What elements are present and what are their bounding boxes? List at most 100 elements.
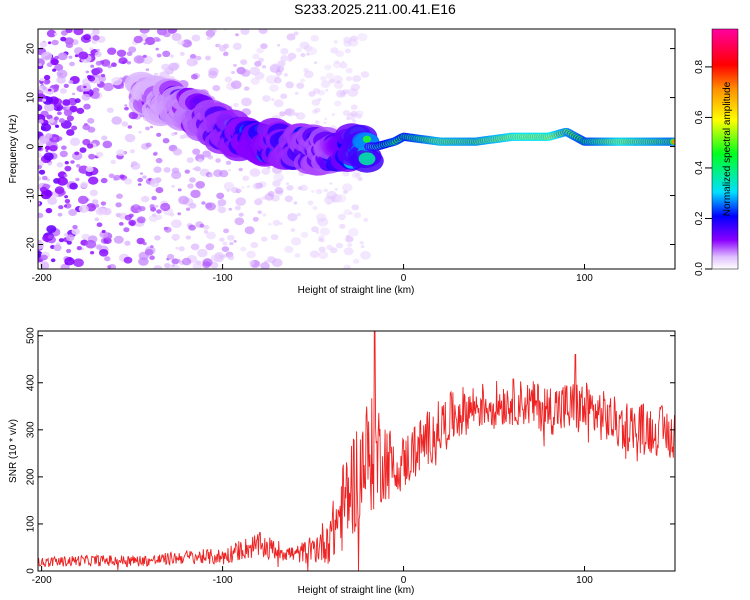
noise-blob bbox=[353, 258, 360, 264]
noise-blob bbox=[42, 98, 47, 102]
noise-blob bbox=[46, 225, 57, 234]
noise-blob bbox=[211, 29, 217, 33]
noise-blob bbox=[100, 177, 108, 184]
noise-blob bbox=[44, 79, 51, 84]
noise-blob bbox=[138, 131, 142, 134]
noise-blob bbox=[65, 29, 73, 34]
noise-blob bbox=[215, 158, 221, 163]
noise-blob bbox=[238, 167, 243, 172]
noise-blob bbox=[113, 235, 124, 244]
noise-blob bbox=[328, 78, 335, 84]
noise-blob bbox=[208, 173, 214, 178]
noise-blob bbox=[308, 91, 316, 97]
noise-blob bbox=[168, 62, 179, 71]
noise-blob bbox=[197, 158, 203, 163]
noise-blob bbox=[95, 207, 106, 216]
noise-blob bbox=[203, 224, 210, 230]
noise-blob bbox=[106, 107, 114, 113]
noise-blob bbox=[41, 175, 48, 181]
noise-blob bbox=[326, 202, 331, 206]
snr-ytick-label: 0 bbox=[26, 568, 37, 574]
spectrogram-ytick-label: -20 bbox=[26, 237, 37, 252]
noise-blob bbox=[53, 84, 60, 89]
noise-blob bbox=[310, 189, 315, 193]
noise-blob bbox=[38, 201, 41, 205]
snr-xlabel: Height of straight line (km) bbox=[298, 585, 415, 596]
spectrogram-ytick-label: 20 bbox=[26, 43, 37, 55]
noise-blob bbox=[287, 213, 298, 222]
noise-blob bbox=[153, 151, 158, 156]
noise-blob bbox=[169, 212, 175, 217]
noise-blob bbox=[260, 262, 270, 269]
noise-blob bbox=[190, 243, 200, 251]
noise-blob bbox=[219, 237, 225, 242]
noise-blob bbox=[81, 233, 91, 241]
noise-blob bbox=[144, 248, 154, 256]
noise-blob bbox=[111, 62, 117, 67]
noise-blob bbox=[345, 234, 350, 238]
noise-blob bbox=[111, 76, 123, 86]
noise-blob bbox=[343, 36, 352, 44]
noise-blob bbox=[81, 93, 91, 101]
noise-blob bbox=[76, 107, 85, 114]
noise-blob bbox=[280, 48, 289, 55]
noise-blob bbox=[248, 260, 255, 266]
noise-blob bbox=[57, 111, 62, 116]
noise-blob bbox=[360, 71, 370, 78]
noise-blob bbox=[273, 99, 284, 108]
noise-blob bbox=[47, 162, 52, 166]
noise-blob bbox=[345, 76, 353, 82]
noise-blob bbox=[145, 126, 150, 131]
noise-blob bbox=[83, 34, 91, 41]
noise-blob bbox=[63, 174, 68, 178]
noise-blob bbox=[57, 212, 63, 217]
colorbar: 0.0 0.2 0.4 0.6 0.8 Normalized spectral ampl… bbox=[694, 28, 739, 276]
noise-blob bbox=[343, 264, 351, 269]
noise-blob bbox=[278, 178, 283, 182]
noise-blob bbox=[162, 138, 170, 144]
noise-blob bbox=[149, 125, 154, 129]
noise-blob bbox=[70, 160, 75, 164]
noise-blob bbox=[59, 150, 68, 158]
noise-blob bbox=[63, 204, 68, 208]
noise-blob bbox=[46, 29, 57, 38]
noise-blob bbox=[94, 203, 100, 208]
noise-blob bbox=[250, 242, 259, 249]
noise-blob bbox=[284, 245, 294, 254]
noise-blob bbox=[104, 256, 111, 262]
colorbar-tick-label: 0.6 bbox=[694, 110, 705, 124]
noise-blob bbox=[332, 61, 342, 69]
noise-blob bbox=[40, 254, 48, 261]
noise-blob bbox=[50, 258, 56, 263]
noise-blob bbox=[207, 155, 214, 160]
noise-blob bbox=[267, 191, 275, 197]
noise-blob bbox=[66, 234, 75, 242]
noise-blob bbox=[64, 195, 68, 199]
noise-blob bbox=[195, 181, 205, 189]
colorbar-tick-label: 0.4 bbox=[694, 161, 705, 175]
noise-blob bbox=[171, 233, 180, 241]
noise-blob bbox=[187, 183, 194, 189]
noise-blob bbox=[331, 194, 342, 203]
noise-blob bbox=[128, 219, 136, 226]
noise-blob bbox=[353, 212, 362, 219]
noise-blob bbox=[124, 214, 132, 221]
noise-blob bbox=[332, 75, 343, 84]
noise-blob bbox=[155, 214, 163, 220]
noise-blob bbox=[324, 195, 335, 205]
snr-xtick-label: -200 bbox=[32, 575, 52, 586]
noise-blob bbox=[149, 204, 155, 209]
spectrogram-ytick-label: -10 bbox=[26, 188, 37, 203]
noise-blob bbox=[89, 189, 99, 197]
noise-blob bbox=[45, 207, 53, 214]
noise-blob bbox=[350, 104, 358, 110]
noise-blob bbox=[234, 217, 245, 226]
noise-blob bbox=[47, 41, 52, 45]
noise-blob bbox=[242, 175, 250, 181]
noise-blob bbox=[279, 111, 286, 117]
noise-blob bbox=[123, 256, 133, 264]
noise-blob bbox=[45, 133, 53, 139]
noise-blob bbox=[252, 182, 262, 190]
noise-blob bbox=[62, 99, 71, 106]
